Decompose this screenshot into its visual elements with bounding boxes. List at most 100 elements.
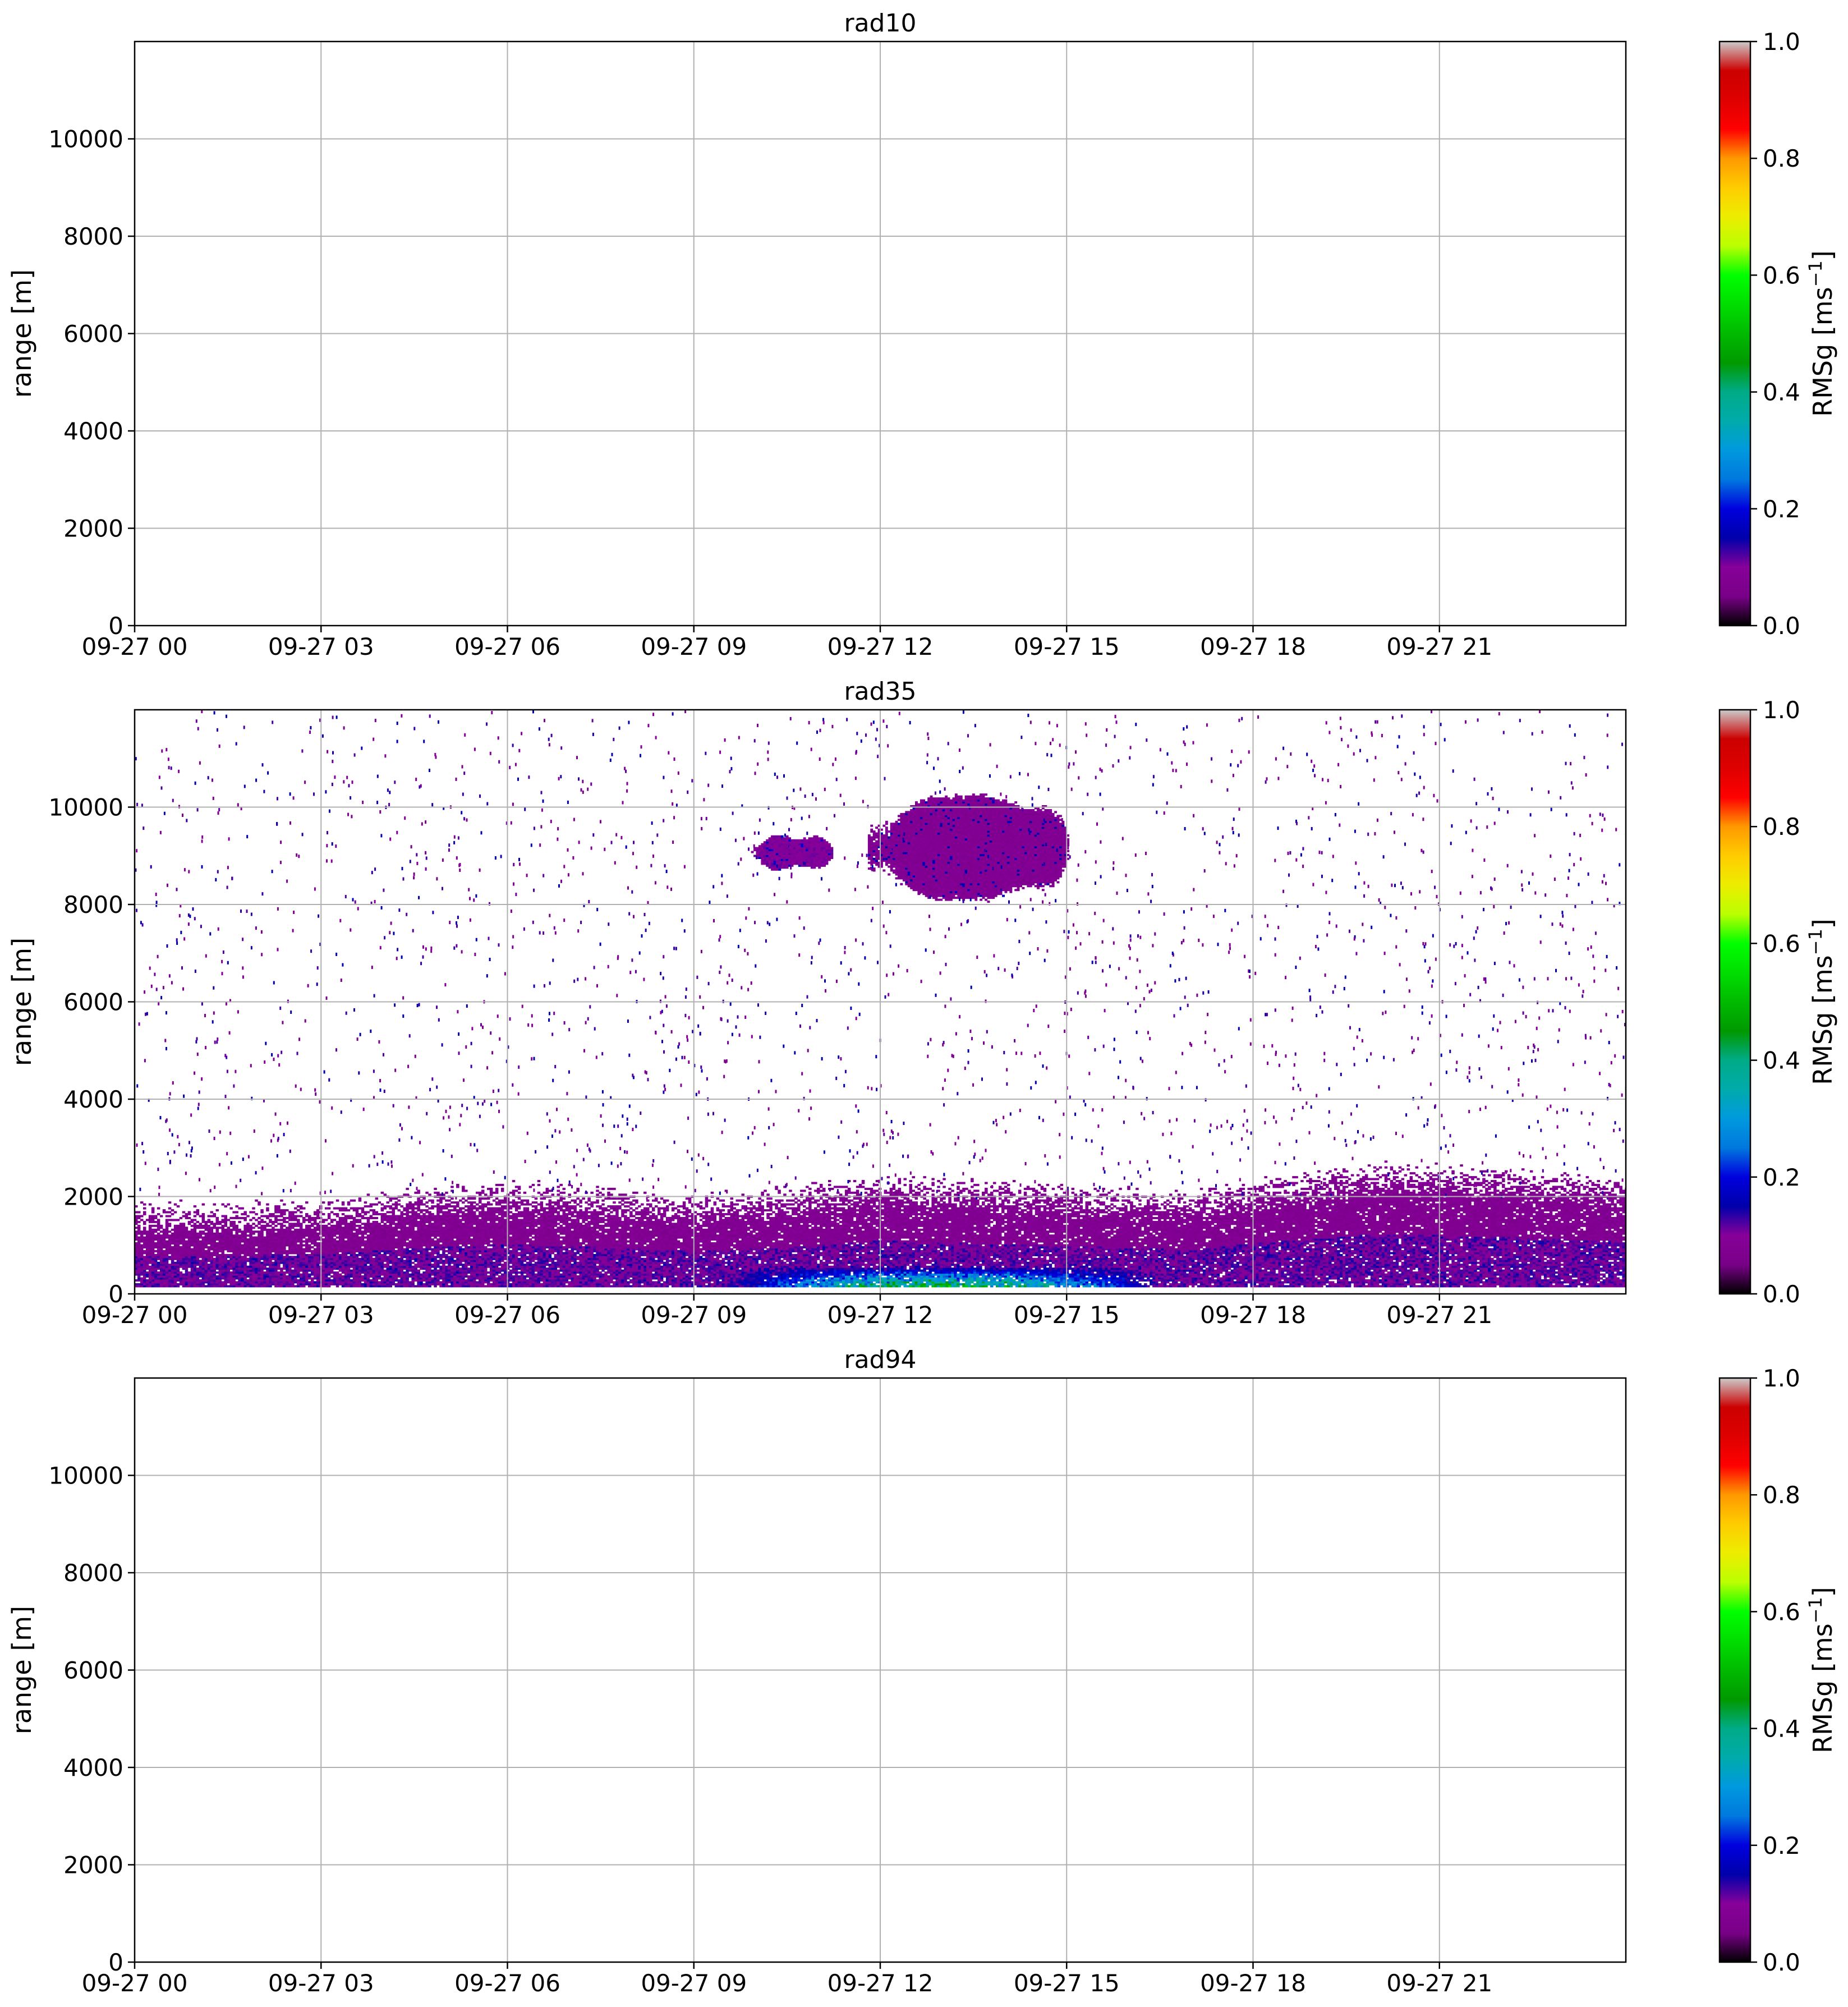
data-cell — [269, 1236, 272, 1239]
data-cell — [327, 1260, 331, 1262]
data-cell — [408, 1224, 412, 1227]
data-cell — [366, 1267, 370, 1270]
data-cell — [193, 1246, 197, 1248]
data-cell — [145, 1279, 149, 1282]
data-cell — [235, 1242, 238, 1244]
data-cell — [159, 1227, 163, 1229]
data-cell — [288, 1244, 292, 1247]
data-cell — [473, 1205, 476, 1208]
data-cell — [300, 1281, 303, 1284]
data-cell — [165, 1211, 169, 1214]
data-cell — [448, 1240, 451, 1243]
data-cell — [294, 1240, 297, 1243]
data-cell — [196, 1283, 200, 1285]
data-cell — [135, 1234, 138, 1237]
data-cell — [199, 1273, 203, 1276]
data-cell — [193, 1234, 197, 1237]
data-cell — [492, 1261, 496, 1264]
data-cell — [489, 1209, 493, 1212]
data-cell — [314, 1281, 317, 1284]
data-cell — [400, 1285, 403, 1288]
data-cell — [305, 1269, 309, 1272]
data-cell — [503, 1224, 507, 1227]
data-cell — [450, 1236, 454, 1239]
data-cell — [221, 1232, 224, 1235]
data-cell — [489, 1203, 493, 1206]
data-cell — [266, 1264, 269, 1266]
data-cell — [355, 1261, 359, 1264]
data-cell — [498, 1224, 502, 1227]
data-cell — [489, 1265, 493, 1268]
data-cell — [361, 1236, 365, 1239]
data-cell — [425, 1191, 429, 1194]
data-cell — [503, 1240, 507, 1243]
data-cell — [305, 1265, 309, 1268]
data-cell — [249, 1227, 252, 1229]
data-cell — [389, 1269, 392, 1272]
data-cell — [431, 1252, 434, 1255]
data-cell — [294, 1260, 297, 1262]
data-cell — [311, 1261, 314, 1264]
data-cell — [185, 1260, 189, 1262]
data-cell — [498, 1242, 502, 1244]
data-cell — [185, 1265, 189, 1268]
data-cell — [274, 1238, 278, 1241]
data-cell — [386, 1234, 389, 1237]
data-cell — [473, 1285, 476, 1288]
data-cell — [506, 1213, 510, 1215]
data-cell — [355, 1238, 359, 1241]
data-cell — [215, 1261, 219, 1264]
data-cell — [453, 1244, 457, 1247]
data-cell — [229, 1236, 233, 1239]
data-cell — [137, 1275, 141, 1278]
data-cell — [487, 1216, 490, 1219]
data-cell — [157, 1234, 160, 1237]
data-cell — [506, 1234, 510, 1237]
data-cell — [428, 1230, 431, 1233]
data-cell — [294, 1257, 297, 1260]
data-cell — [425, 1238, 429, 1241]
data-cell — [417, 1257, 420, 1260]
data-cell — [311, 1216, 314, 1219]
data-cell — [196, 1264, 200, 1266]
data-cell — [135, 1232, 138, 1235]
data-cell — [445, 1213, 448, 1215]
data-cell — [392, 1252, 395, 1255]
data-cell — [210, 1283, 214, 1285]
data-cell — [481, 1275, 485, 1278]
data-cell — [487, 1265, 490, 1268]
data-cell — [294, 1277, 297, 1280]
data-cell — [162, 1267, 166, 1270]
data-cell — [143, 1236, 146, 1239]
data-cell — [509, 1191, 513, 1194]
data-cell — [280, 1269, 283, 1272]
data-cell — [506, 1267, 510, 1270]
data-cell — [255, 1279, 258, 1282]
data-cell — [506, 1201, 510, 1204]
data-cell — [425, 1281, 429, 1284]
data-cell — [476, 1256, 479, 1259]
data-cell — [210, 1277, 214, 1280]
data-cell — [246, 1267, 250, 1270]
data-cell — [252, 1283, 255, 1285]
data-cell — [397, 1224, 401, 1227]
data-cell — [229, 1238, 233, 1241]
data-cell — [479, 1264, 482, 1266]
data-cell — [380, 1279, 384, 1282]
data-cell — [459, 1250, 462, 1252]
data-cell — [375, 1211, 379, 1214]
data-cell — [162, 1240, 166, 1243]
data-cell — [350, 1207, 353, 1210]
data-cell — [187, 1265, 191, 1268]
data-cell — [417, 1197, 420, 1200]
data-cell — [288, 1281, 292, 1284]
data-cell — [344, 1252, 348, 1255]
data-cell — [266, 1248, 269, 1251]
data-cell — [135, 1271, 138, 1274]
data-cell — [314, 1238, 317, 1241]
data-cell — [500, 1189, 504, 1192]
data-cell — [467, 1227, 471, 1229]
data-cell — [297, 1260, 300, 1262]
data-cell — [221, 1244, 224, 1247]
data-cell — [308, 1228, 311, 1231]
